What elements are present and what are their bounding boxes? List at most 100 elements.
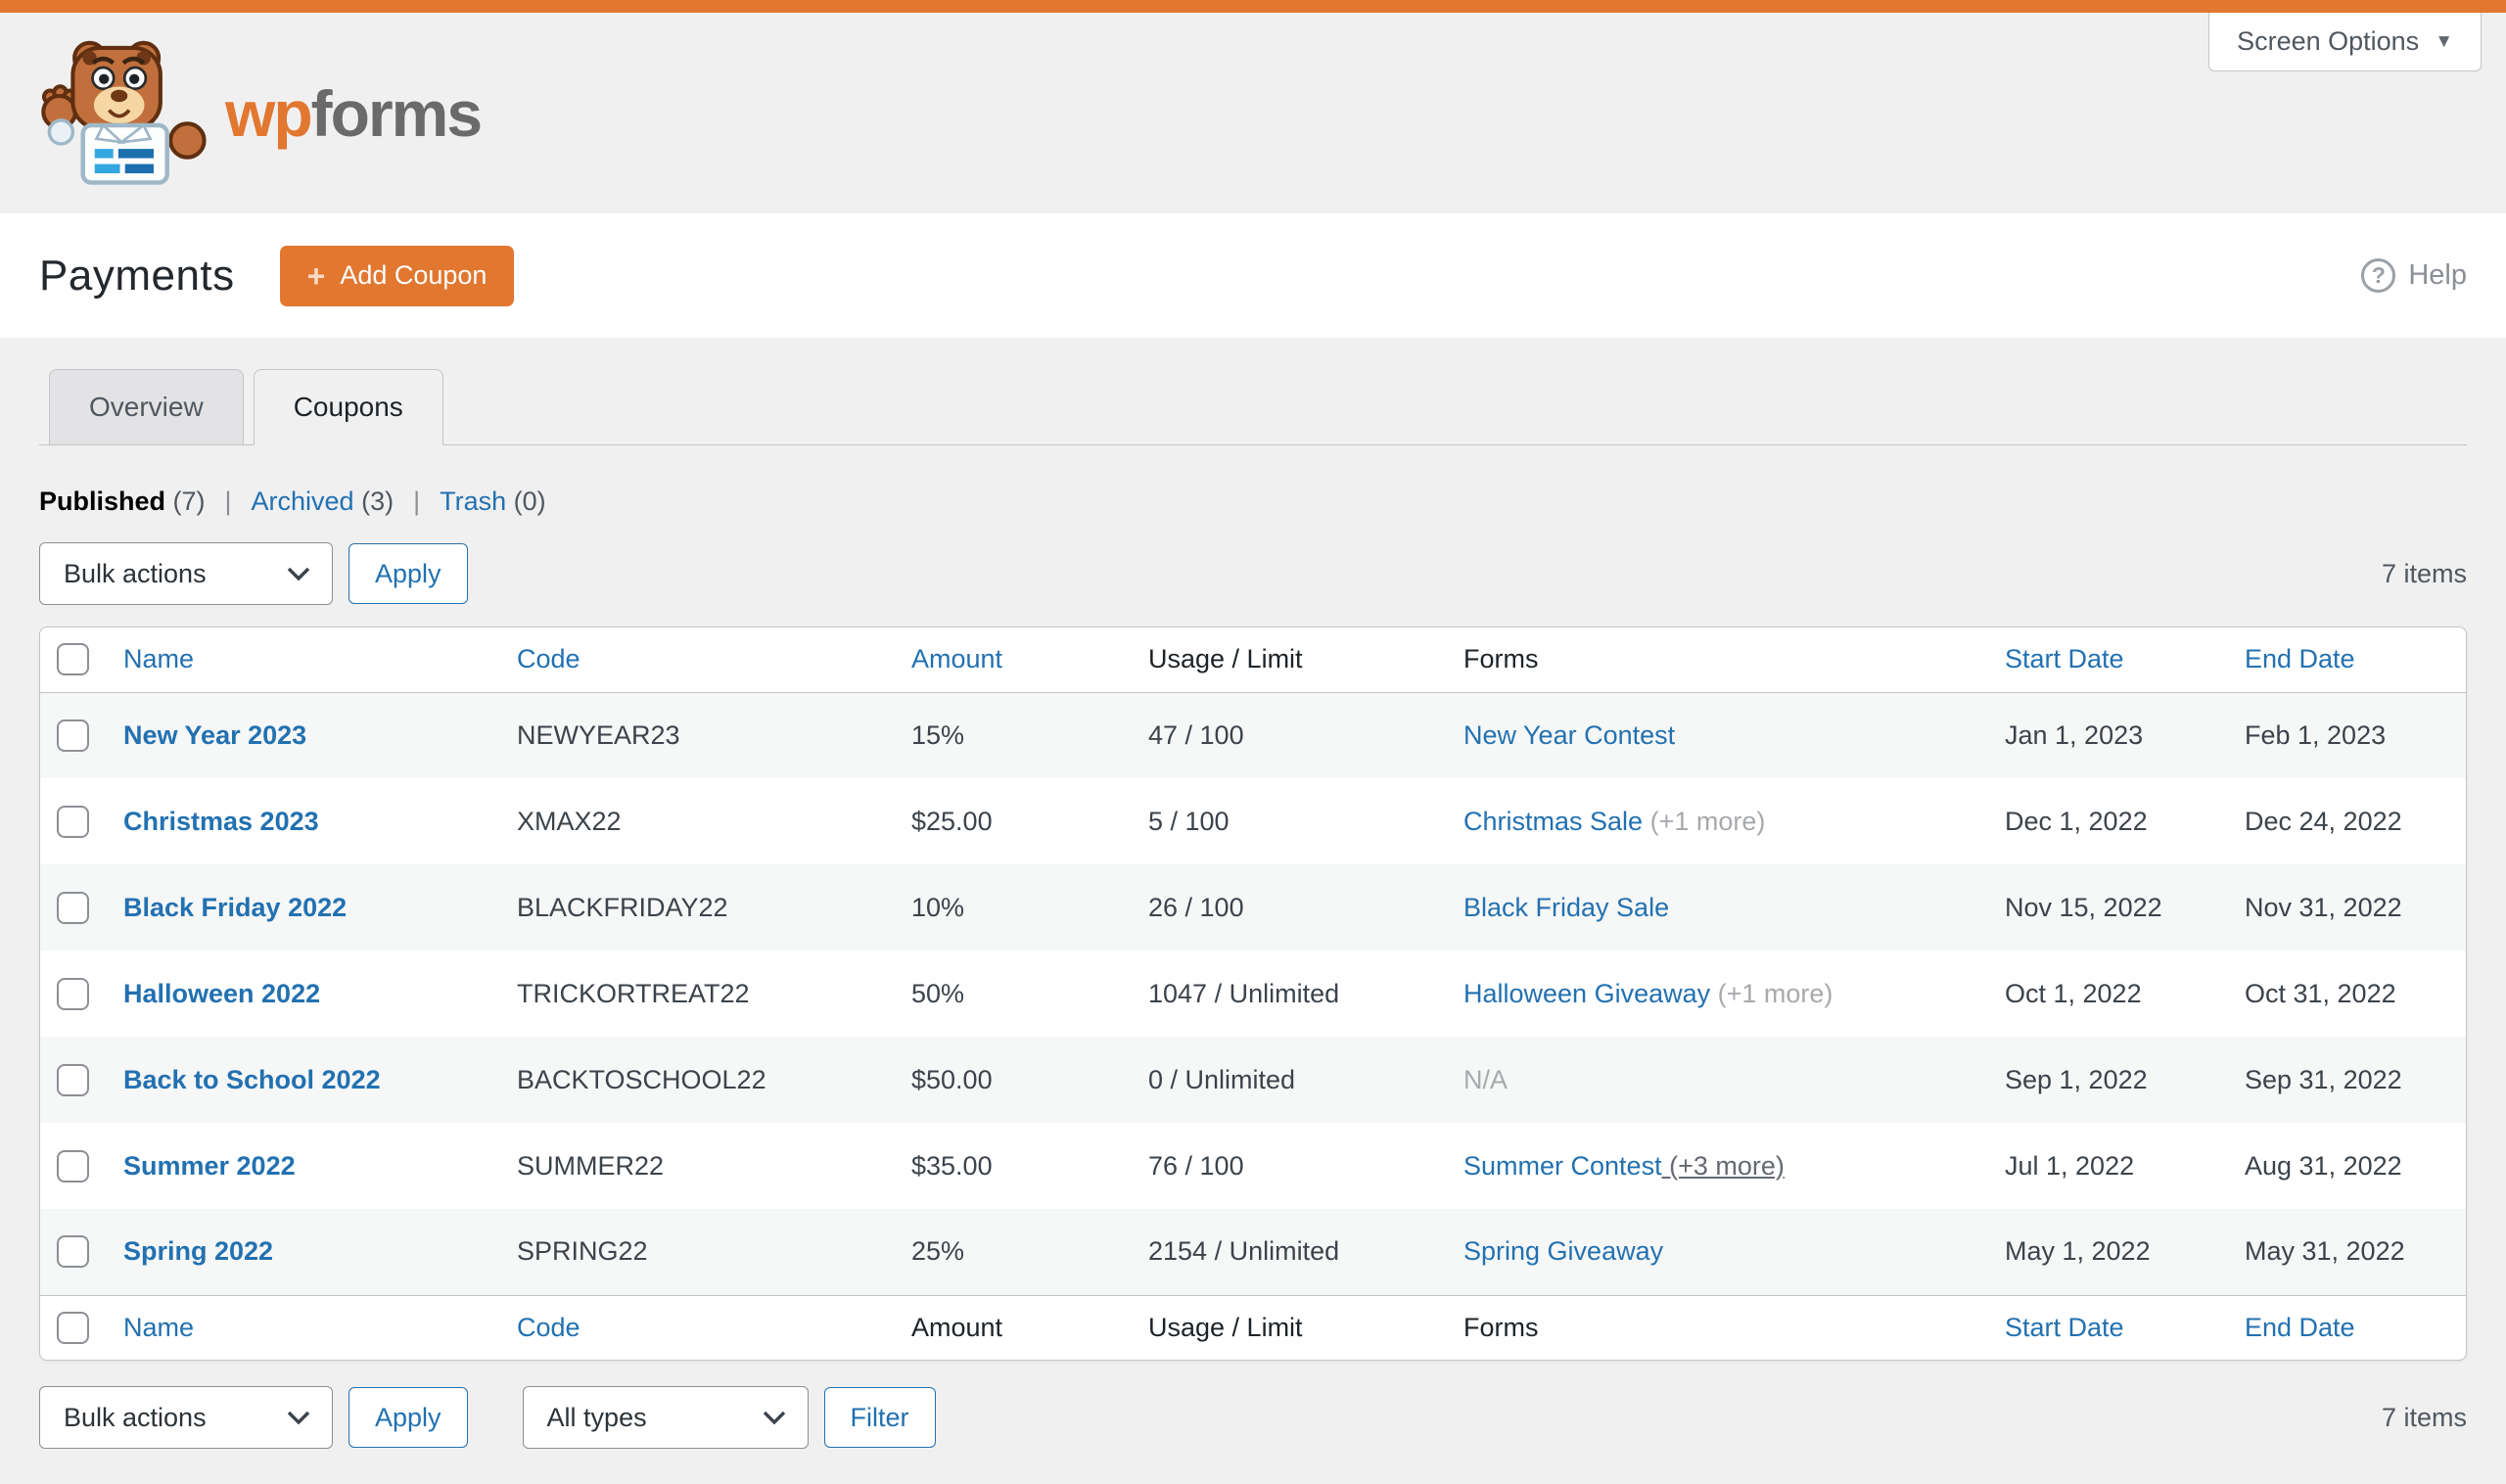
- end-cell: May 31, 2022: [2245, 1236, 2405, 1267]
- amount-cell: $25.00: [911, 806, 993, 836]
- brand-header: wpforms Screen Options ▼: [0, 13, 2506, 213]
- select-all-checkbox[interactable]: [57, 643, 89, 676]
- type-filter-select[interactable]: All types: [522, 1386, 809, 1449]
- select-all-checkbox[interactable]: [57, 1311, 89, 1344]
- help-link[interactable]: ? Help: [2361, 258, 2467, 293]
- row-checkbox[interactable]: [57, 805, 89, 838]
- forms-cell: Christmas Sale (+1 more): [1463, 778, 2005, 864]
- start-cell: May 1, 2022: [2005, 1236, 2151, 1267]
- name-cell: Black Friday 2022: [123, 864, 517, 951]
- column-header-end[interactable]: End Date: [2245, 627, 2466, 693]
- column-header-code[interactable]: Code: [517, 1294, 911, 1360]
- bulk-actions-label: Bulk actions: [64, 1402, 207, 1432]
- tab-coupons[interactable]: Coupons: [253, 369, 443, 445]
- coupon-name-link[interactable]: Summer 2022: [123, 1150, 296, 1181]
- coupon-name-link[interactable]: Christmas 2023: [123, 806, 319, 836]
- forms-cell: Black Friday Sale: [1463, 864, 2005, 951]
- row-checkbox[interactable]: [57, 1235, 89, 1269]
- coupon-name-link[interactable]: Back to School 2022: [123, 1064, 381, 1094]
- amount-cell: 10%: [911, 892, 965, 922]
- toolbar-bottom: Bulk actions Apply All types Filter 7 it…: [39, 1386, 2467, 1449]
- forms-cell: Halloween Giveaway (+1 more): [1463, 951, 2005, 1037]
- name-cell: New Year 2023: [123, 692, 517, 778]
- coupon-row: Back to School 2022 BACKTOSCHOOL22 $50.00 0…: [40, 1037, 2466, 1123]
- view-filters: Published (7) | Archived (3) | Trash (0): [39, 487, 2467, 517]
- coupon-name-link[interactable]: Spring 2022: [123, 1236, 274, 1267]
- code-cell: TRICKORTREAT22: [517, 978, 750, 1008]
- top-accent-bar: [0, 0, 2506, 13]
- forms-cell: New Year Contest: [1463, 692, 2005, 778]
- apply-button-bottom[interactable]: Apply: [348, 1387, 468, 1448]
- tab-overview[interactable]: Overview: [49, 369, 244, 445]
- usage-cell: 26 / 100: [1148, 892, 1244, 922]
- forms-na: N/A: [1463, 1064, 1508, 1094]
- form-link[interactable]: New Year Contest: [1463, 719, 1676, 750]
- add-coupon-button[interactable]: + Add Coupon: [279, 245, 515, 306]
- column-header-usage: Usage / Limit: [1148, 1294, 1463, 1360]
- name-cell: Christmas 2023: [123, 778, 517, 864]
- forms-more-toggle: (+1 more): [1643, 806, 1766, 836]
- row-checkbox[interactable]: [57, 1063, 89, 1096]
- row-checkbox[interactable]: [57, 1149, 89, 1183]
- row-checkbox[interactable]: [57, 891, 89, 924]
- form-link[interactable]: Halloween Giveaway: [1463, 978, 1711, 1008]
- start-cell: Jan 1, 2023: [2005, 719, 2144, 750]
- form-link[interactable]: Spring Giveaway: [1463, 1236, 1664, 1267]
- coupon-row: Spring 2022 SPRING22 25% 2154 / Unlimited Sp…: [40, 1209, 2466, 1295]
- items-count: 7 items: [2381, 558, 2467, 588]
- code-cell: BACKTOSCHOOL22: [517, 1064, 766, 1094]
- amount-cell: $35.00: [911, 1150, 993, 1181]
- end-cell: Sep 31, 2022: [2245, 1064, 2402, 1094]
- column-header-amount: Amount: [911, 1294, 1148, 1360]
- screen-options-button[interactable]: Screen Options ▼: [2208, 13, 2482, 71]
- column-header-name[interactable]: Name: [123, 1294, 517, 1360]
- view-published[interactable]: Published (7): [39, 487, 206, 516]
- coupon-name-link[interactable]: New Year 2023: [123, 719, 307, 750]
- view-trash[interactable]: Trash (0): [440, 487, 546, 516]
- start-cell: Oct 1, 2022: [2005, 978, 2142, 1008]
- coupon-row: Black Friday 2022 BLACKFRIDAY22 10% 26 / 10…: [40, 864, 2466, 951]
- row-checkbox[interactable]: [57, 977, 89, 1010]
- cb-cell: [40, 951, 123, 1037]
- end-cell: Oct 31, 2022: [2245, 978, 2396, 1008]
- cb-cell: [40, 1037, 123, 1123]
- forms-cell: N/A: [1463, 1037, 2005, 1123]
- bulk-actions-select-bottom[interactable]: Bulk actions: [39, 1386, 333, 1449]
- content-area: Overview Coupons Published (7) | Archived (…: [0, 369, 2506, 1449]
- view-archived[interactable]: Archived (3): [251, 487, 394, 516]
- column-header-amount[interactable]: Amount: [911, 627, 1148, 693]
- column-header-code[interactable]: Code: [517, 627, 911, 693]
- type-filter-label: All types: [546, 1402, 647, 1432]
- bulk-actions-select[interactable]: Bulk actions: [39, 542, 333, 605]
- coupon-name-link[interactable]: Black Friday 2022: [123, 892, 348, 922]
- chevron-down-icon: ▼: [2435, 30, 2453, 52]
- filter-button[interactable]: Filter: [823, 1387, 936, 1448]
- forms-more-toggle[interactable]: (+3 more): [1661, 1150, 1785, 1181]
- row-checkbox[interactable]: [57, 719, 89, 752]
- usage-cell: 47 / 100: [1148, 719, 1244, 750]
- column-header-start[interactable]: Start Date: [2005, 1294, 2245, 1360]
- start-cell: Jul 1, 2022: [2005, 1150, 2135, 1181]
- coupons-table: Name Code Amount Usage / Limit Forms Start Da…: [40, 627, 2466, 1360]
- column-header-start[interactable]: Start Date: [2005, 627, 2245, 693]
- code-cell: SUMMER22: [517, 1150, 665, 1181]
- column-header-name[interactable]: Name: [123, 627, 517, 693]
- form-link[interactable]: Summer Contest: [1463, 1150, 1662, 1181]
- apply-button[interactable]: Apply: [348, 543, 468, 604]
- coupon-name-link[interactable]: Halloween 2022: [123, 978, 321, 1008]
- page-title: Payments: [39, 251, 235, 300]
- wordmark-forms: forms: [310, 76, 483, 150]
- form-link[interactable]: Black Friday Sale: [1463, 892, 1670, 922]
- add-coupon-label: Add Coupon: [340, 260, 487, 290]
- amount-cell: 15%: [911, 719, 965, 750]
- form-link[interactable]: Christmas Sale: [1463, 806, 1644, 836]
- column-header-end[interactable]: End Date: [2245, 1294, 2466, 1360]
- coupons-table-wrap: Name Code Amount Usage / Limit Forms Start Da…: [39, 626, 2467, 1361]
- code-cell: SPRING22: [517, 1236, 648, 1267]
- chevron-down-icon: [287, 567, 310, 581]
- usage-cell: 1047 / Unlimited: [1148, 978, 1340, 1008]
- cb-cell: [40, 778, 123, 864]
- usage-cell: 76 / 100: [1148, 1150, 1244, 1181]
- help-icon: ?: [2361, 258, 2396, 293]
- code-cell: XMAX22: [517, 806, 622, 836]
